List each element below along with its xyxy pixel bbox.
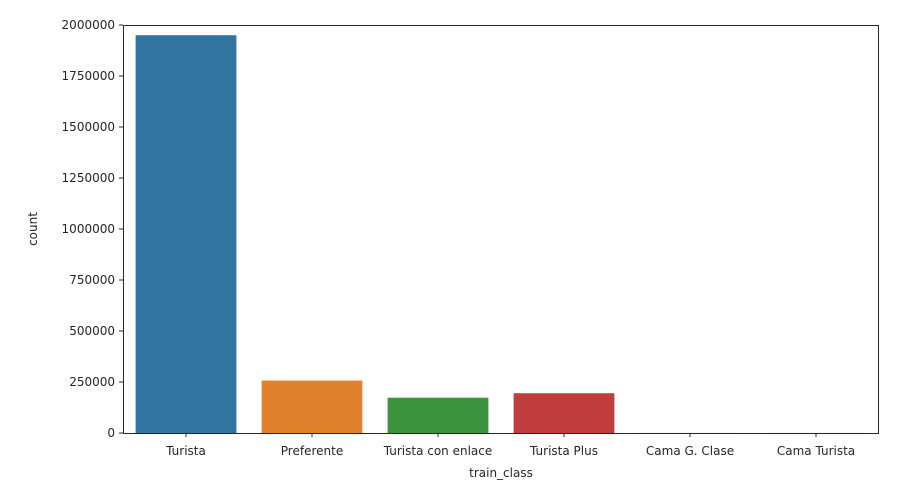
x-tick-label: Turista Plus (529, 444, 598, 458)
y-tick-label: 750000 (69, 273, 115, 287)
y-tick-label: 1000000 (62, 222, 115, 236)
plot-frame (123, 25, 879, 434)
bar-turista-con-enlace (387, 397, 489, 433)
x-tick-label: Turista (165, 444, 206, 458)
x-tick-label: Cama G. Clase (646, 444, 734, 458)
x-tick-label: Preferente (281, 444, 343, 458)
y-axis-label: count (26, 212, 40, 246)
y-tick-label: 0 (107, 426, 115, 440)
x-tick-label: Cama Turista (777, 444, 855, 458)
x-tick-label: Turista con enlace (383, 444, 493, 458)
y-tick-label: 500000 (69, 324, 115, 338)
x-axis-ticks: Turista Preferente Turista con enlace Turis… (165, 433, 855, 458)
bar-turista-plus (513, 393, 615, 433)
y-tick-label: 2000000 (62, 18, 115, 32)
bar-preferente (261, 380, 363, 433)
y-tick-label: 1500000 (62, 120, 115, 134)
y-tick-label: 1250000 (62, 171, 115, 185)
x-axis-label: train_class (469, 466, 533, 480)
y-axis-ticks: 0 250000 500000 750000 1000000 1250000 1500000… (62, 18, 123, 440)
bars-group (135, 35, 867, 433)
y-tick-label: 250000 (69, 375, 115, 389)
y-tick-label: 1750000 (62, 69, 115, 83)
bar-turista (135, 35, 237, 433)
